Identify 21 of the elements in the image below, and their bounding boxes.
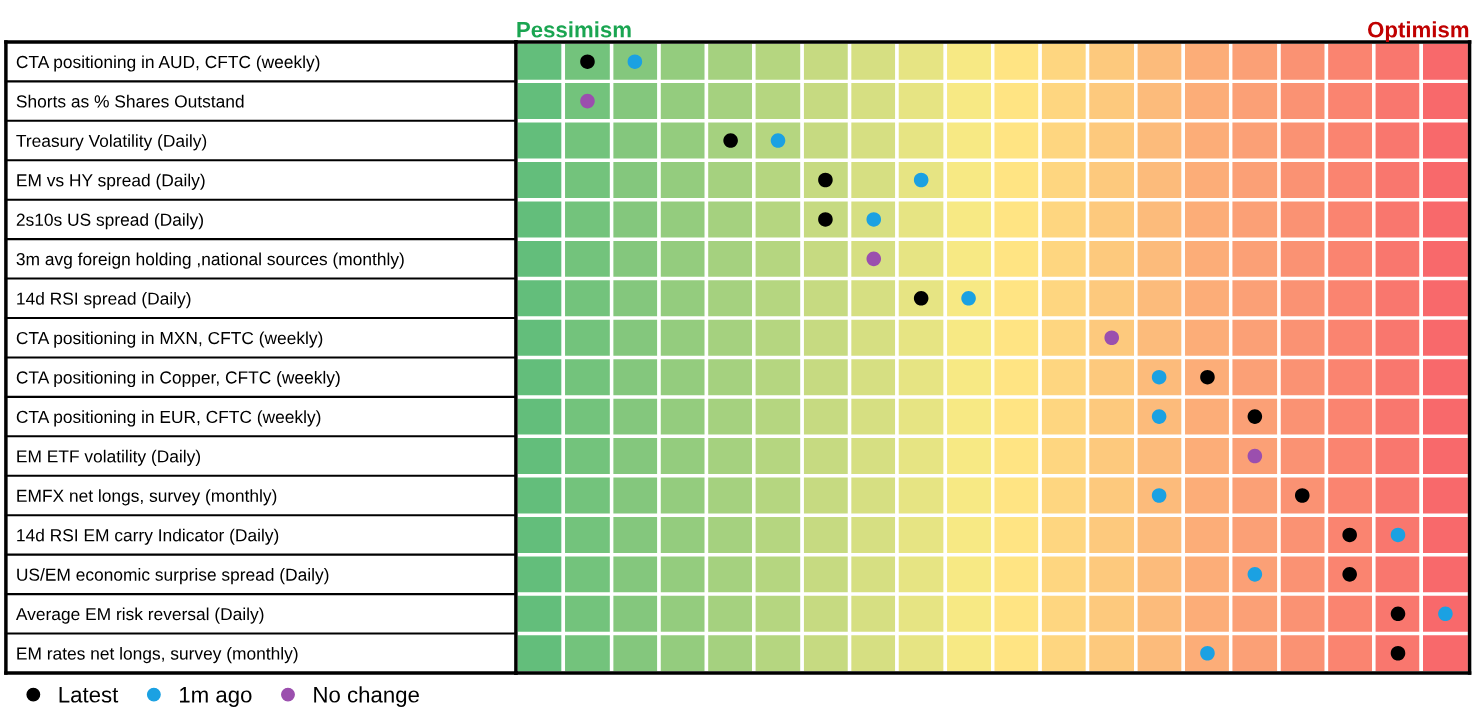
legend-label: No change: [314, 686, 419, 707]
annotation: Optimism: [1368, 21, 1469, 42]
y-tick-label: EM ETF volatility (Daily): [17, 449, 201, 466]
legend-label: 1m ago: [180, 687, 252, 707]
y-tick-label: CTA positioning in MXN, CFTC (weekly): [16, 331, 323, 348]
y-tick-label: EMFX net longs, survey (monthly): [17, 489, 277, 506]
y-tick-label: EM rates net longs, survey (monthly): [17, 646, 298, 664]
y-tick-label: 2s10s US spread (Daily): [16, 213, 203, 230]
y-tick-label: 14d RSI spread (Daily): [17, 292, 191, 309]
y-tick-label: CTA positioning in AUD, CFTC (weekly): [16, 55, 320, 72]
y-tick-label: 14d RSI EM carry Indicator (Daily): [17, 528, 279, 545]
text: Pessimism: [517, 21, 631, 38]
y-tick-label: Treasury Volatility (Daily): [16, 134, 207, 151]
y-tick-label: CTA positioning in Copper, CFTC (weekly): [16, 370, 340, 388]
y-tick-label: 3m avg foreign holding ,national sources (monthly): [16, 252, 404, 269]
y-tick-label: US/EM economic surprise spread (Daily): [17, 568, 329, 585]
y-tick-label: EM vs HY spread (Daily): [17, 173, 205, 190]
y-tick-label: Shorts as % Shares Outstand: [16, 94, 244, 108]
y-tick-label: CTA positioning in EUR, CFTC (weekly): [16, 410, 321, 427]
legend-label: Latest: [59, 687, 119, 703]
y-tick-label: Average EM risk reversal (Daily): [15, 607, 264, 624]
